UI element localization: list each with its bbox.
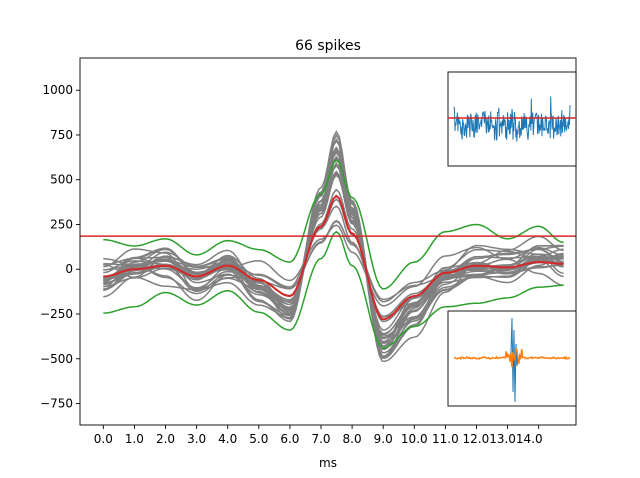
x-tick-label: 5.0 <box>249 432 268 446</box>
x-tick-label: 3.0 <box>187 432 206 446</box>
y-tick-label: 500 <box>50 173 73 187</box>
x-tick-label: 10.0 <box>401 432 428 446</box>
y-tick-label: −750 <box>40 397 73 411</box>
x-tick-label: 7.0 <box>311 432 330 446</box>
waveform-line <box>103 205 564 318</box>
x-tick-label: 11.0 <box>432 432 459 446</box>
x-tick-label: 1.0 <box>125 432 144 446</box>
plot-area <box>80 130 576 363</box>
upper-band-line <box>103 159 564 290</box>
x-tick-label: 6.0 <box>280 432 299 446</box>
y-tick-label: 250 <box>50 217 73 231</box>
inset-bottom-trace-orange <box>454 347 571 368</box>
inset-raw-trace <box>447 71 577 167</box>
waveform-line <box>103 146 564 358</box>
waveform-line <box>103 148 564 350</box>
y-axis: 1000 750 500 250 0 −250 −500 −750 <box>40 83 80 411</box>
chart-title: 66 spikes <box>295 38 361 54</box>
y-tick-label: 1000 <box>42 83 73 97</box>
x-tick-label: 12.013.014.0 <box>462 432 542 446</box>
mean-waveform-line <box>103 194 564 321</box>
axes-frame <box>79 57 577 426</box>
waveform-line <box>103 139 564 359</box>
waveform-line <box>103 220 564 301</box>
x-axis: 0.0 1.0 2.0 3.0 4.0 5.0 6.0 7.0 8.0 9.0 10.0 11.0 12… <box>94 425 543 446</box>
x-tick-label: 9.0 <box>374 432 393 446</box>
y-tick-label: −500 <box>40 352 73 366</box>
lower-band-line <box>103 230 564 349</box>
std-bands <box>103 159 564 349</box>
x-tick-label: 8.0 <box>343 432 362 446</box>
inset-bottom-trace-blue <box>509 317 519 403</box>
inset-top-trace <box>453 96 571 142</box>
x-axis-label: ms <box>319 456 337 470</box>
waveform-line <box>103 188 564 323</box>
y-tick-label: −250 <box>40 307 73 321</box>
waveform-line <box>103 155 564 343</box>
inset-spike-trace <box>447 310 577 407</box>
x-tick-label: 2.0 <box>156 432 175 446</box>
y-tick-label: 750 <box>50 128 73 142</box>
y-tick-label: 0 <box>65 262 73 276</box>
x-tick-label: 4.0 <box>218 432 237 446</box>
x-tick-label: 0.0 <box>94 432 113 446</box>
